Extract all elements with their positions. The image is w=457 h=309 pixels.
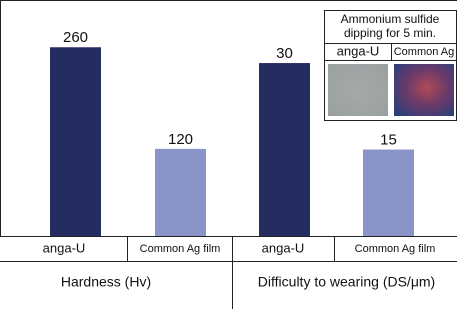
x-tick-label: Common Ag film — [355, 243, 436, 255]
x-tick-label: Common Ag film — [140, 243, 221, 255]
value-label: 120 — [168, 131, 193, 148]
inset: Ammonium sulfide dipping for 5 min. anga… — [324, 11, 457, 121]
inset-title: dipping for 5 min. — [344, 26, 436, 40]
inset-title: Ammonium sulfide — [341, 12, 440, 26]
chart: 260 anga-U 120 Common Ag film Hardness (Hv) 3… — [0, 0, 457, 309]
value-label: 15 — [380, 131, 397, 148]
value-label: 30 — [276, 45, 293, 62]
bar — [155, 149, 206, 236]
bar — [259, 63, 310, 236]
x-tick-label: anga-U — [43, 240, 86, 255]
bar — [363, 150, 414, 236]
inset-column: anga-U — [337, 43, 380, 58]
sample-image — [394, 64, 454, 116]
sample-image — [328, 64, 388, 116]
x-tick-label: anga-U — [262, 240, 305, 255]
value-label: 260 — [63, 29, 88, 46]
x-axis-label: Hardness (Hv) — [61, 274, 151, 290]
x-axis-label: Difficulty to wearing (DS/μm) — [258, 274, 435, 290]
bar — [50, 47, 101, 236]
inset-column: Common Ag — [394, 46, 455, 58]
